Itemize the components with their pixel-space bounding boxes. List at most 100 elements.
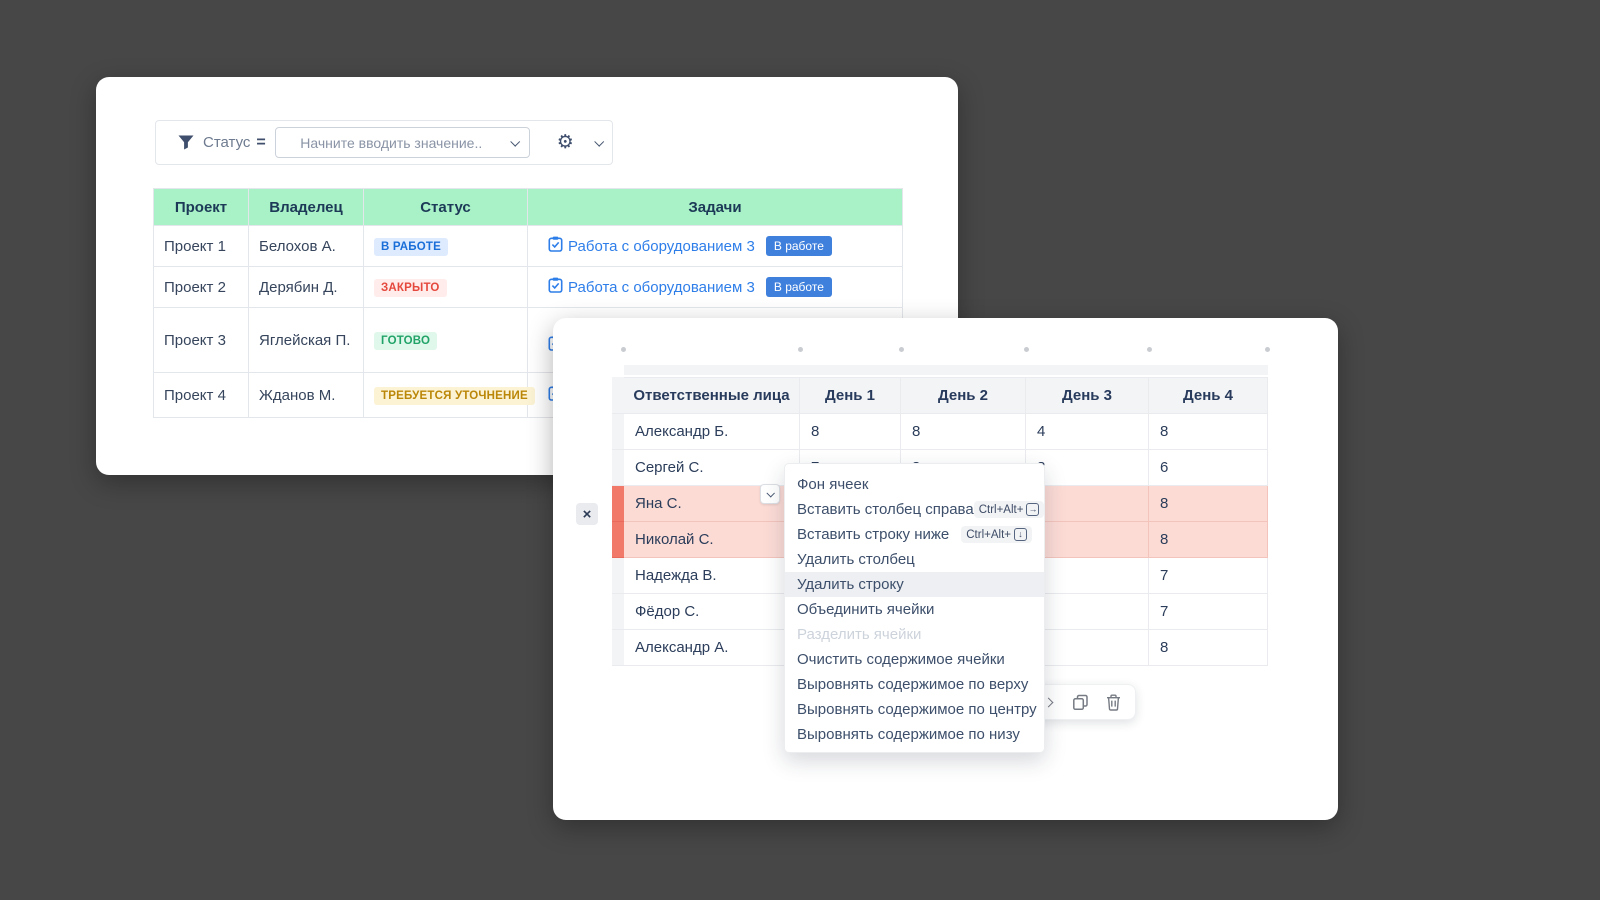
day-cell[interactable]: 8 — [1149, 630, 1268, 666]
col-header-tasks[interactable]: Задачи — [527, 188, 903, 226]
trash-icon[interactable] — [1106, 694, 1121, 711]
tasks-cell: Работа с оборудованием 3 В работе — [527, 225, 903, 267]
day-cell[interactable] — [1026, 486, 1149, 522]
owner-cell[interactable]: Яглейская П. — [248, 307, 364, 373]
row-gutter[interactable] — [612, 630, 624, 666]
clipboard-icon — [548, 236, 563, 256]
column-marker-dot[interactable] — [899, 347, 904, 352]
schedule-row: Александр Б. 8 8 4 8 — [612, 414, 1268, 450]
tasks-cell: Работа с оборудованием 3 В работе — [527, 266, 903, 308]
project-cell[interactable]: Проект 2 — [153, 266, 249, 308]
filter-field-label: Статус — [203, 134, 251, 151]
status-cell[interactable]: В РАБОТЕ — [363, 225, 528, 267]
day-cell[interactable]: 8 — [901, 414, 1026, 450]
floating-toolbar — [1032, 684, 1136, 720]
column-marker-dot[interactable] — [621, 347, 626, 352]
close-icon[interactable]: × — [576, 503, 598, 525]
clipboard-icon — [548, 277, 563, 297]
person-cell[interactable]: Александр А. — [624, 630, 800, 666]
person-cell[interactable]: Николай С. — [624, 522, 800, 558]
day-cell[interactable] — [1026, 630, 1149, 666]
menu-item-insert-row-below[interactable]: Вставить строку ниже Ctrl+Alt+ ↓ — [785, 522, 1044, 547]
row-gutter[interactable] — [612, 558, 624, 594]
status-cell[interactable]: ТРЕБУЕТСЯ УТОЧНЕНИЕ — [363, 372, 535, 418]
filter-value-combobox[interactable] — [274, 127, 530, 158]
table-row: Проект 2 Дерябин Д. ЗАКРЫТО Работа с обо… — [153, 266, 903, 308]
person-cell[interactable]: Надежда В. — [624, 558, 800, 594]
row-gutter[interactable] — [612, 486, 624, 522]
day-cell[interactable] — [1026, 558, 1149, 594]
menu-item-delete-column[interactable]: Удалить столбец — [797, 551, 915, 568]
copy-icon[interactable] — [1072, 694, 1089, 711]
status-cell[interactable]: ГОТОВО — [363, 307, 528, 373]
project-cell[interactable]: Проект 4 — [153, 372, 249, 418]
chevron-right-icon[interactable] — [1043, 697, 1054, 707]
day-cell[interactable]: 7 — [1149, 594, 1268, 630]
day-cell[interactable]: 8 — [1149, 414, 1268, 450]
col-header-status[interactable]: Статус — [363, 188, 528, 226]
col-header-owner[interactable]: Владелец — [248, 188, 364, 226]
shortcut-badge: Ctrl+Alt+ → — [973, 501, 1045, 518]
row-options-button[interactable] — [760, 484, 780, 504]
project-cell[interactable]: Проект 1 — [153, 225, 249, 267]
row-gutter[interactable] — [612, 377, 624, 414]
col-header-day1[interactable]: День 1 — [800, 377, 901, 414]
menu-item-clear-cell-content[interactable]: Очистить содержимое ячейки — [797, 651, 1005, 668]
day-cell[interactable]: 7 — [1149, 558, 1268, 594]
column-marker-dot[interactable] — [1024, 347, 1029, 352]
row-gutter[interactable] — [612, 594, 624, 630]
shortcut-badge: Ctrl+Alt+ ↓ — [961, 526, 1032, 543]
project-cell[interactable]: Проект 3 — [153, 307, 249, 373]
owner-cell[interactable]: Жданов М. — [248, 372, 364, 418]
person-cell[interactable]: Сергей С. — [624, 450, 800, 486]
task-link[interactable]: Работа с оборудованием 3 — [568, 237, 755, 255]
day-cell[interactable]: 8 — [1149, 486, 1268, 522]
col-header-project[interactable]: Проект — [153, 188, 249, 226]
menu-item-insert-column-right[interactable]: Вставить столбец справа Ctrl+Alt+ → — [785, 497, 1045, 522]
schedule-panel: Ответственные лица День 1 День 2 День 3 … — [553, 318, 1338, 820]
row-gutter[interactable] — [612, 522, 624, 558]
menu-item-align-center[interactable]: Выровнять содержимое по центру — [797, 701, 1037, 718]
arrow-down-key-icon: ↓ — [1014, 528, 1027, 541]
chevron-down-icon — [766, 489, 775, 498]
col-header-day2[interactable]: День 2 — [901, 377, 1026, 414]
chevron-down-icon[interactable] — [594, 136, 604, 147]
row-gutter[interactable] — [612, 450, 624, 486]
col-header-day4[interactable]: День 4 — [1149, 377, 1268, 414]
owner-cell[interactable]: Белохов А. — [248, 225, 364, 267]
task-status-badge: В работе — [765, 277, 832, 297]
column-marker-dot[interactable] — [1147, 347, 1152, 352]
owner-cell[interactable]: Дерябин Д. — [248, 266, 364, 308]
day-cell[interactable]: 8 — [800, 414, 901, 450]
col-header-day3[interactable]: День 3 — [1026, 377, 1149, 414]
menu-item-align-top[interactable]: Выровнять содержимое по верху — [797, 676, 1029, 693]
task-link[interactable]: Работа с оборудованием 3 — [568, 278, 755, 296]
arrow-right-key-icon: → — [1026, 503, 1040, 516]
status-badge: ГОТОВО — [374, 331, 438, 350]
person-cell[interactable]: Фёдор С. — [624, 594, 800, 630]
status-cell[interactable]: ЗАКРЫТО — [363, 266, 528, 308]
table-row: Проект 1 Белохов А. В РАБОТЕ Работа с об… — [153, 225, 903, 267]
column-marker-dot[interactable] — [1265, 347, 1270, 352]
day-cell[interactable] — [1026, 594, 1149, 630]
day-cell[interactable]: 6 — [1149, 450, 1268, 486]
day-cell[interactable]: 4 — [1026, 414, 1149, 450]
person-cell[interactable]: Александр Б. — [624, 414, 800, 450]
table-top-strip[interactable] — [624, 365, 1268, 375]
row-gutter[interactable] — [612, 414, 624, 450]
day-cell[interactable] — [1026, 522, 1149, 558]
gear-icon[interactable]: ⚙ — [556, 131, 574, 153]
filter-bar: Статус = ⚙ — [155, 120, 613, 165]
status-badge: ЗАКРЫТО — [374, 278, 447, 297]
menu-item-merge-cells[interactable]: Объединить ячейки — [797, 601, 935, 618]
day-cell[interactable]: 8 — [1026, 450, 1149, 486]
context-menu: Фон ячеек Вставить столбец справа Ctrl+A… — [784, 463, 1045, 753]
column-marker-dot[interactable] — [798, 347, 803, 352]
col-header-people[interactable]: Ответственные лица — [624, 377, 800, 414]
task-status-badge: В работе — [765, 236, 832, 256]
menu-item-cell-background[interactable]: Фон ячеек — [797, 476, 869, 493]
menu-item-align-bottom[interactable]: Выровнять содержимое по низу — [797, 726, 1020, 743]
menu-item-delete-row[interactable]: Удалить строку — [785, 572, 1044, 597]
day-cell[interactable]: 8 — [1149, 522, 1268, 558]
filter-value-input[interactable] — [274, 127, 530, 158]
